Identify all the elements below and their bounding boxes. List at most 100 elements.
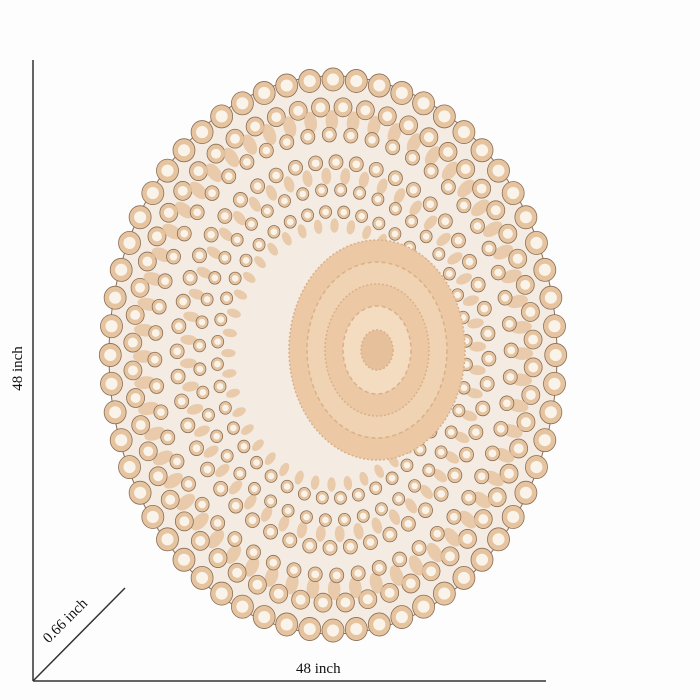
flower-center bbox=[153, 471, 164, 482]
flower-center bbox=[315, 102, 326, 113]
carved-leaf bbox=[423, 215, 438, 230]
flower-center bbox=[295, 594, 306, 605]
flower-center bbox=[485, 244, 493, 253]
flower-center bbox=[311, 159, 320, 168]
flower-center bbox=[375, 564, 384, 572]
flower-center bbox=[450, 513, 458, 521]
carved-leaf bbox=[304, 111, 318, 134]
flower-center bbox=[135, 420, 146, 431]
flower-center bbox=[403, 461, 411, 469]
flower-center bbox=[196, 126, 209, 139]
flower-center bbox=[346, 131, 355, 140]
carved-leaf bbox=[468, 365, 486, 376]
flower-center bbox=[548, 377, 561, 390]
flower-center bbox=[417, 600, 430, 613]
flower-center bbox=[384, 587, 395, 598]
flower-center bbox=[221, 212, 229, 220]
flower-center bbox=[217, 316, 225, 323]
flower-center bbox=[267, 472, 275, 480]
flower-center bbox=[263, 207, 271, 215]
flower-center bbox=[332, 158, 340, 167]
carved-leaf bbox=[472, 491, 492, 509]
flower-center bbox=[472, 428, 480, 437]
flower-center bbox=[184, 421, 192, 430]
flower-center bbox=[451, 471, 459, 480]
flower-center bbox=[253, 459, 260, 466]
flower-center bbox=[169, 252, 178, 261]
flower-center bbox=[248, 516, 257, 525]
carved-leaf bbox=[461, 410, 478, 422]
flower-center bbox=[224, 172, 233, 181]
flower-center bbox=[231, 535, 239, 543]
flower-center bbox=[151, 329, 160, 337]
carved-leaf bbox=[330, 218, 339, 233]
flower-center bbox=[284, 507, 292, 514]
flower-center bbox=[391, 230, 399, 238]
flower-center bbox=[123, 236, 136, 249]
flower-center bbox=[340, 209, 348, 216]
flower-center bbox=[115, 263, 128, 276]
carved-leaf bbox=[426, 542, 443, 563]
carved-leaf bbox=[228, 480, 243, 495]
flower-center bbox=[360, 105, 371, 116]
flower-center bbox=[216, 484, 225, 493]
carved-leaf bbox=[302, 170, 313, 188]
flower-center bbox=[236, 600, 249, 613]
flower-center bbox=[403, 120, 414, 131]
flower-center bbox=[273, 588, 284, 599]
flower-center bbox=[444, 183, 453, 191]
carved-leaf bbox=[371, 517, 383, 534]
flower-center bbox=[215, 110, 228, 123]
carved-leaf bbox=[207, 529, 225, 549]
flower-center bbox=[386, 530, 394, 539]
flower-center bbox=[372, 165, 381, 174]
flower-center bbox=[318, 186, 325, 194]
flower-center bbox=[346, 542, 355, 551]
flower-center bbox=[326, 624, 340, 637]
width-label: 48 inch bbox=[296, 661, 341, 677]
flower-center bbox=[280, 79, 293, 92]
carved-leaf bbox=[196, 266, 213, 279]
flower-center bbox=[207, 230, 215, 239]
carved-leaf bbox=[447, 252, 463, 265]
flower-center bbox=[236, 97, 249, 110]
flower-center bbox=[205, 411, 212, 419]
flower-center bbox=[198, 500, 206, 509]
carved-leaf bbox=[222, 369, 237, 378]
flower-center bbox=[303, 513, 310, 521]
flower-center bbox=[211, 148, 221, 159]
flower-center bbox=[203, 296, 211, 303]
carved-leaf bbox=[462, 295, 480, 307]
flower-center bbox=[152, 382, 161, 390]
flower-center bbox=[252, 579, 263, 590]
flower-center bbox=[454, 291, 461, 299]
carved-leaf bbox=[241, 424, 254, 435]
carved-leaf bbox=[406, 133, 422, 154]
carved-leaf bbox=[260, 506, 273, 522]
height-label: 48 inch bbox=[9, 346, 26, 391]
carved-leaf bbox=[296, 521, 308, 539]
flower-center bbox=[502, 399, 511, 408]
carved-leaf bbox=[203, 445, 219, 458]
flower-center bbox=[490, 205, 501, 216]
flower-center bbox=[421, 506, 430, 515]
flower-center bbox=[492, 533, 505, 546]
carved-leaf bbox=[432, 468, 448, 483]
flower-center bbox=[507, 510, 520, 523]
flower-center bbox=[251, 485, 258, 493]
flower-center bbox=[134, 486, 147, 499]
flower-center bbox=[198, 318, 206, 326]
flower-center bbox=[271, 112, 282, 123]
flower-center bbox=[425, 466, 433, 474]
flower-center bbox=[475, 144, 489, 157]
carved-leaf bbox=[283, 116, 297, 138]
flower-center bbox=[231, 275, 239, 282]
flower-center bbox=[127, 365, 138, 376]
carved-leaf bbox=[467, 318, 484, 329]
flower-center bbox=[395, 610, 408, 624]
carved-leaf bbox=[404, 498, 418, 514]
carved-leaf bbox=[313, 219, 323, 234]
flower-center bbox=[303, 132, 312, 141]
